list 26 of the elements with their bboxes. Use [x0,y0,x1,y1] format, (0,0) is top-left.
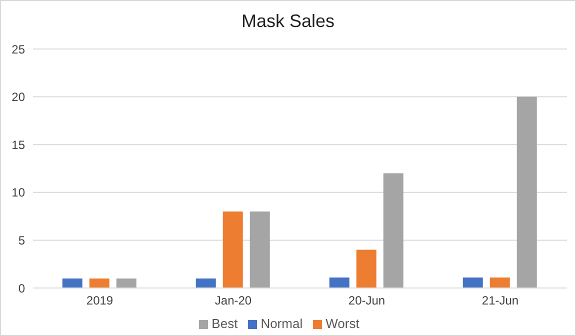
legend-label: Best [212,316,238,331]
y-tick-label: 25 [12,42,26,56]
bar [250,212,270,288]
bar [356,250,376,288]
bar [62,278,82,288]
x-tick-label: 21-Jun [482,294,519,308]
y-tick-label: 15 [12,138,26,152]
bar [116,278,136,288]
x-tick-label: 2019 [86,294,114,308]
bar [196,278,216,288]
y-tick-label: 20 [12,90,26,104]
x-tick-label: Jan-20 [214,294,252,308]
x-tick-label: 20-Jun [348,294,386,308]
legend-label: Worst [326,316,360,331]
y-tick-label: 10 [12,186,26,200]
bar [383,173,404,288]
bar [516,96,537,288]
bar [222,212,243,288]
bar [490,277,510,288]
bar [89,278,110,288]
chart-title: Mask Sales [240,11,336,32]
y-tick-label: 5 [18,233,26,248]
legend-label: Normal [260,316,303,331]
bar [462,277,483,288]
y-tick-label: 0 [18,281,26,296]
bar [329,277,350,288]
